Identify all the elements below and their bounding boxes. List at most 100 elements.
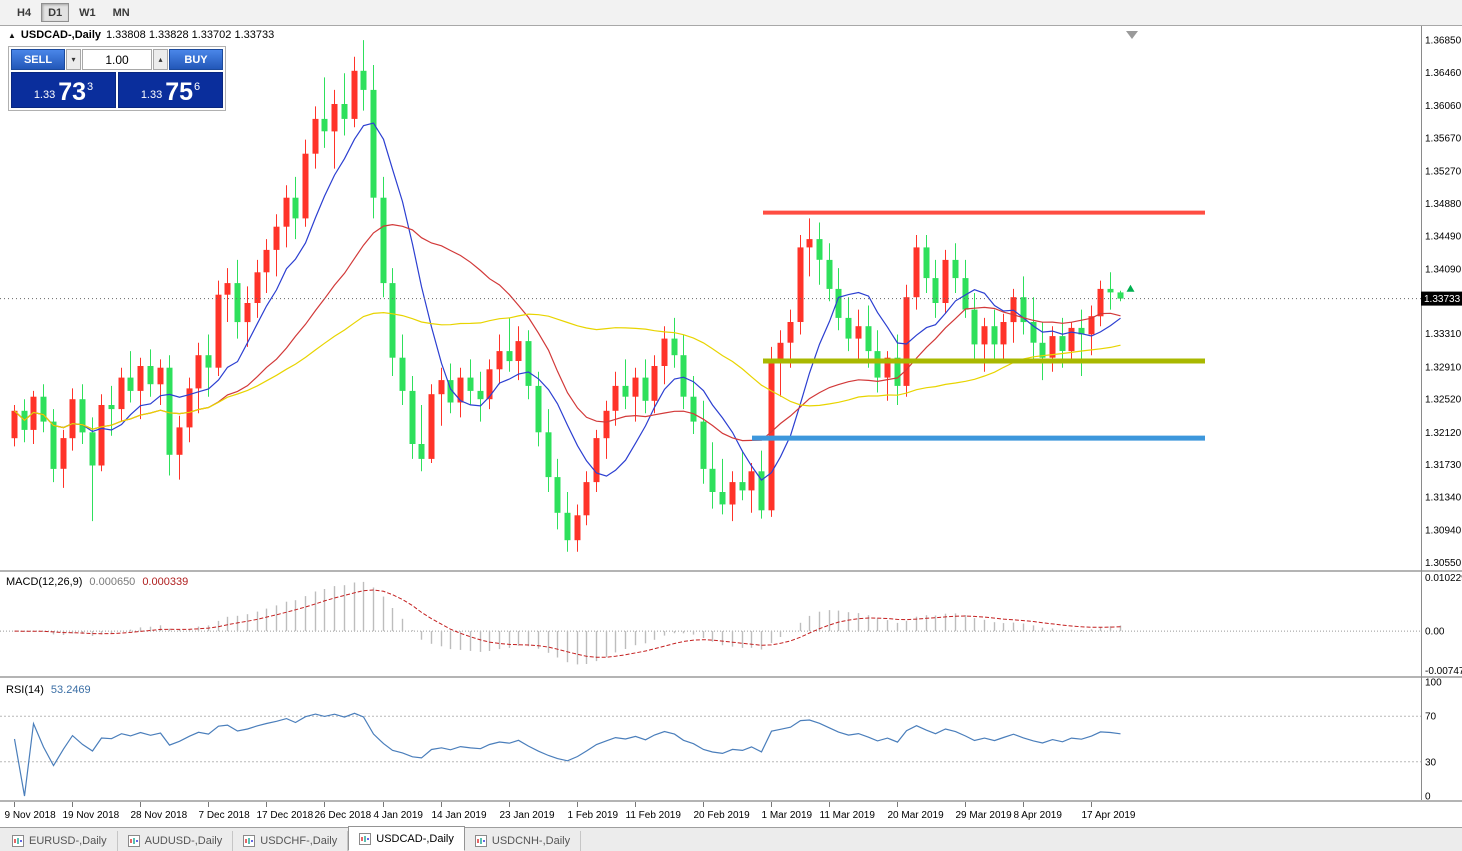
volume-decrease-button[interactable]: ▾ — [66, 49, 81, 70]
svg-text:28 Nov 2018: 28 Nov 2018 — [131, 810, 188, 821]
rsi-indicator-label: RSI(14) 53.2469 — [6, 684, 91, 696]
svg-text:29 Mar 2019: 29 Mar 2019 — [956, 810, 1013, 821]
svg-text:1.32910: 1.32910 — [1425, 362, 1462, 373]
svg-text:19 Nov 2018: 19 Nov 2018 — [63, 810, 120, 821]
svg-text:0.010229: 0.010229 — [1425, 573, 1462, 584]
ohlc-readout: 1.33808 1.33828 1.33702 1.33733 — [106, 29, 275, 41]
svg-text:1.31730: 1.31730 — [1425, 460, 1462, 471]
sell-button[interactable]: SELL — [11, 49, 65, 70]
svg-text:1.33310: 1.33310 — [1425, 329, 1462, 340]
timeframe-d1-button[interactable]: D1 — [41, 3, 70, 22]
chart-icon — [127, 835, 140, 847]
svg-text:20 Mar 2019: 20 Mar 2019 — [888, 810, 945, 821]
svg-text:0.00: 0.00 — [1425, 627, 1445, 638]
buy-price-pip: 6 — [194, 81, 201, 93]
timeframe-mn-button[interactable]: MN — [106, 3, 137, 22]
rsi-value: 53.2469 — [50, 684, 91, 696]
svg-text:26 Dec 2018: 26 Dec 2018 — [315, 810, 372, 821]
candlestick-series — [11, 40, 1124, 552]
macd-histogram — [23, 581, 1122, 665]
sell-price-pip: 3 — [87, 81, 94, 93]
sell-price-handle: 1.33 — [33, 89, 56, 102]
timeframe-h4-button[interactable]: H4 — [10, 3, 38, 22]
tab-label: USDCNH-,Daily — [491, 835, 571, 847]
chart-icon — [359, 832, 372, 845]
macd-indicator-label: MACD(12,26,9) 0.000650 0.000339 — [6, 576, 188, 588]
chart-tabbar: EURUSD-,Daily AUDUSD-,Daily USDCHF-,Dail… — [0, 826, 1462, 851]
svg-text:4 Jan 2019: 4 Jan 2019 — [374, 810, 424, 821]
macd-main-value: 0.000650 — [89, 576, 136, 588]
tab-label: AUDUSD-,Daily — [144, 835, 223, 847]
svg-text:1.34880: 1.34880 — [1425, 199, 1462, 210]
tab-audusd[interactable]: AUDUSD-,Daily — [117, 831, 234, 851]
chart-icon — [243, 835, 256, 847]
volume-increase-button[interactable]: ▴ — [153, 49, 168, 70]
svg-text:1 Mar 2019: 1 Mar 2019 — [762, 810, 813, 821]
svg-text:11 Feb 2019: 11 Feb 2019 — [626, 810, 682, 821]
svg-text:1.34490: 1.34490 — [1425, 231, 1462, 242]
chart-icon — [12, 835, 24, 847]
tab-label: USDCAD-,Daily — [376, 832, 454, 845]
rsi-axis-labels: 100 70 30 0 — [1425, 678, 1442, 803]
symbol-title: USDCAD-,Daily — [20, 29, 101, 41]
svg-text:1.31340: 1.31340 — [1425, 493, 1462, 504]
timeframe-w1-button[interactable]: W1 — [72, 3, 103, 22]
svg-text:-0.007477: -0.007477 — [1425, 666, 1462, 677]
tab-usdchf[interactable]: USDCHF-,Daily — [233, 831, 349, 851]
date-axis: 9 Nov 2018 19 Nov 2018 28 Nov 2018 7 Dec 20… — [5, 802, 1136, 821]
svg-text:1.36460: 1.36460 — [1425, 68, 1462, 79]
svg-text:30: 30 — [1425, 757, 1437, 768]
ma-fast-line — [14, 122, 1121, 481]
macd-signal-line — [14, 589, 1121, 658]
svg-text:9 Nov 2018: 9 Nov 2018 — [5, 810, 57, 821]
svg-text:17 Dec 2018: 17 Dec 2018 — [257, 810, 314, 821]
tab-usdcad[interactable]: USDCAD-,Daily — [348, 826, 465, 851]
svg-text:23 Jan 2019: 23 Jan 2019 — [500, 810, 555, 821]
svg-text:14 Jan 2019: 14 Jan 2019 — [432, 810, 487, 821]
chart-title: ▲ USDCAD-,Daily 1.33808 1.33828 1.33702 1.… — [8, 29, 274, 41]
svg-text:1.35270: 1.35270 — [1425, 167, 1462, 178]
svg-text:11 Mar 2019: 11 Mar 2019 — [820, 810, 876, 821]
svg-text:1.35670: 1.35670 — [1425, 134, 1462, 145]
svg-text:1 Feb 2019: 1 Feb 2019 — [568, 810, 619, 821]
timeframe-toolbar: H4 D1 W1 MN — [0, 0, 1462, 26]
current-price-tag: 1.33733 — [1421, 291, 1462, 306]
svg-text:1.30550: 1.30550 — [1425, 558, 1462, 569]
chart-icon — [474, 835, 487, 847]
svg-text:1.33733: 1.33733 — [1424, 294, 1461, 305]
svg-text:17 Apr 2019: 17 Apr 2019 — [1082, 810, 1136, 821]
ma-medium-line — [14, 223, 1121, 442]
chart-shift-marker-icon[interactable] — [1126, 31, 1138, 39]
svg-text:8 Apr 2019: 8 Apr 2019 — [1014, 810, 1063, 821]
buy-button[interactable]: BUY — [169, 49, 223, 70]
svg-text:1.32520: 1.32520 — [1425, 395, 1462, 406]
svg-text:7 Dec 2018: 7 Dec 2018 — [199, 810, 251, 821]
svg-text:20 Feb 2019: 20 Feb 2019 — [694, 810, 751, 821]
macd-name: MACD(12,26,9) — [6, 576, 83, 588]
panel-separators[interactable] — [0, 570, 1462, 802]
svg-text:1.32120: 1.32120 — [1425, 428, 1462, 439]
buy-price-handle: 1.33 — [140, 89, 163, 102]
svg-text:1.34090: 1.34090 — [1425, 265, 1462, 276]
ma-slow-line — [14, 311, 1121, 430]
svg-text:1.36060: 1.36060 — [1425, 101, 1462, 112]
volume-input[interactable] — [82, 49, 152, 70]
svg-text:0: 0 — [1425, 792, 1431, 803]
buy-price-display[interactable]: 1.33 75 6 — [118, 72, 223, 108]
svg-text:100: 100 — [1425, 678, 1442, 689]
tab-label: USDCHF-,Daily — [260, 835, 338, 847]
rsi-name: RSI(14) — [6, 684, 44, 696]
tab-label: EURUSD-,Daily — [29, 835, 107, 847]
one-click-collapse-arrow-icon[interactable]: ▲ — [8, 31, 16, 40]
sell-price-display[interactable]: 1.33 73 3 — [11, 72, 116, 108]
tab-eurusd[interactable]: EURUSD-,Daily — [2, 831, 118, 851]
tab-usdcnh[interactable]: USDCNH-,Daily — [464, 831, 582, 851]
svg-text:1.30940: 1.30940 — [1425, 526, 1462, 537]
macd-axis-labels: 0.010229 0.00 -0.007477 — [1425, 573, 1462, 677]
macd-signal-value: 0.000339 — [142, 576, 189, 588]
sell-price-digits: 73 — [58, 78, 87, 106]
svg-text:1.36850: 1.36850 — [1425, 36, 1462, 47]
